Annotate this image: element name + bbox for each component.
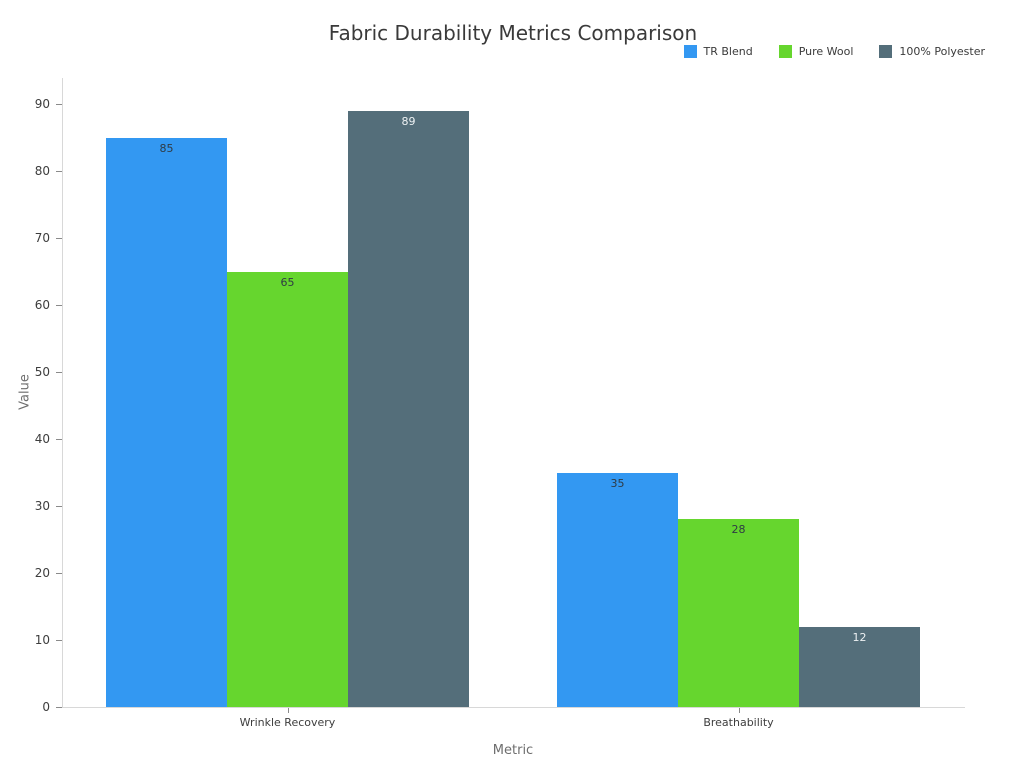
bar-pure-wool-breathability: 28 <box>678 519 799 707</box>
y-axis-tick-label: 70 <box>34 231 50 246</box>
y-axis-tick-label: 90 <box>34 97 50 112</box>
legend: TR Blend Pure Wool 100% Polyester <box>683 45 985 58</box>
bar-tr-blend-breathability: 35 <box>557 472 678 707</box>
legend-label: 100% Polyester <box>899 45 985 58</box>
y-axis-tick <box>56 506 62 508</box>
legend-label: Pure Wool <box>798 45 854 58</box>
bar-value-label: 35 <box>610 476 625 490</box>
bar-value-label: 85 <box>159 141 174 155</box>
y-axis-tick-label: 0 <box>42 700 50 714</box>
y-axis-tick-label: 80 <box>34 164 50 179</box>
x-axis-tick <box>287 708 289 713</box>
chart-title: Fabric Durability Metrics Comparison <box>328 21 698 45</box>
bar-value-label: 89 <box>401 114 416 128</box>
legend-label: TR Blend <box>703 45 753 58</box>
bar-value-label: 12 <box>852 630 867 644</box>
y-axis-tick <box>56 372 62 374</box>
x-axis-tick <box>738 708 740 713</box>
y-axis-title: Value <box>17 374 33 410</box>
y-axis-tick-label: 60 <box>34 298 50 313</box>
y-axis-tick-label: 40 <box>34 432 50 447</box>
legend-swatch-pure-wool-icon <box>778 45 792 58</box>
x-axis-title: Metric <box>492 743 534 758</box>
plot-area <box>62 78 965 708</box>
x-axis-tick-label: Wrinkle Recovery <box>239 716 336 729</box>
bar-100-polyester-wrinkle-recovery: 89 <box>348 110 469 707</box>
y-axis-tick-label: 20 <box>34 566 50 581</box>
legend-item-tr-blend: TR Blend <box>683 45 753 58</box>
y-axis-tick <box>56 640 62 641</box>
bar-value-label: 65 <box>280 275 295 289</box>
x-axis-tick-label: Breathability <box>703 716 774 729</box>
legend-swatch-tr-blend-icon <box>683 45 697 58</box>
legend-item-100-polyester: 100% Polyester <box>879 45 985 58</box>
y-axis-tick <box>56 171 62 173</box>
y-axis-tick <box>56 238 62 240</box>
y-axis-tick-label: 50 <box>34 365 50 380</box>
y-axis-tick <box>56 305 62 307</box>
bar-100-polyester-breathability: 12 <box>799 626 920 707</box>
y-axis-tick <box>56 707 62 708</box>
y-axis-tick-label: 10 <box>34 633 50 647</box>
bar-tr-blend-wrinkle-recovery: 85 <box>106 137 227 707</box>
legend-swatch-100-polyester-icon <box>879 45 893 58</box>
y-axis-tick <box>56 439 62 441</box>
y-axis-tick <box>56 573 62 575</box>
y-axis-tick-label: 30 <box>34 499 50 514</box>
legend-item-pure-wool: Pure Wool <box>778 45 854 58</box>
bar-pure-wool-wrinkle-recovery: 65 <box>227 271 348 707</box>
bar-value-label: 28 <box>731 523 746 537</box>
y-axis-tick <box>56 104 62 106</box>
